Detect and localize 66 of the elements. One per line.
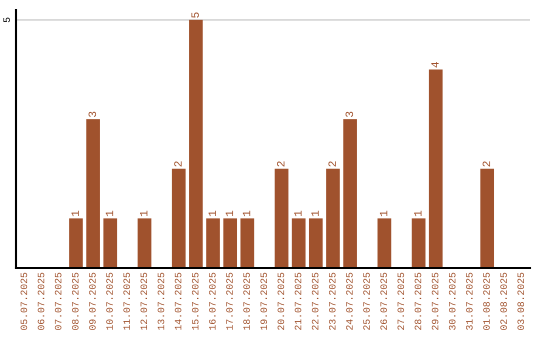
x-tick-label: 28.07.2025 bbox=[414, 272, 422, 330]
bar bbox=[103, 218, 118, 268]
data-label: 1 bbox=[311, 210, 319, 216]
bar bbox=[326, 168, 340, 268]
x-tick-label: 23.07.2025 bbox=[328, 272, 336, 330]
x-tick-label: 16.07.2025 bbox=[209, 272, 216, 330]
x-tick-label: 24.07.2025 bbox=[346, 272, 353, 330]
data-label: 1 bbox=[72, 210, 79, 216]
data-label: 2 bbox=[328, 161, 336, 166]
bar bbox=[292, 218, 306, 268]
data-label: 2 bbox=[174, 161, 182, 166]
bar bbox=[428, 70, 443, 268]
data-label: 2 bbox=[277, 161, 284, 166]
data-label: 5 bbox=[191, 12, 199, 18]
bar bbox=[480, 168, 494, 268]
bar bbox=[172, 168, 186, 268]
bar bbox=[189, 20, 203, 268]
x-tick-label: 19.07.2025 bbox=[260, 272, 268, 330]
x-tick-label: 22.07.2025 bbox=[312, 272, 318, 330]
data-label: 1 bbox=[242, 210, 250, 216]
data-label: 1 bbox=[208, 210, 216, 216]
data-label: 1 bbox=[106, 210, 114, 216]
x-tick-label: 30.07.2025 bbox=[448, 272, 456, 330]
x-tick-label: 15.07.2025 bbox=[192, 272, 199, 330]
x-tick-label: 27.07.2025 bbox=[398, 272, 404, 330]
bar bbox=[378, 218, 392, 268]
data-label: 2 bbox=[482, 161, 490, 166]
data-label: 1 bbox=[226, 210, 234, 216]
x-tick-label: 11.07.2025 bbox=[123, 272, 130, 330]
x-tick-label: 26.07.2025 bbox=[380, 272, 387, 330]
x-tick-label: 31.07.2025 bbox=[466, 272, 473, 330]
bar bbox=[138, 218, 152, 268]
x-tick-label: 05.07.2025 bbox=[20, 272, 28, 330]
data-label: 3 bbox=[346, 112, 354, 117]
x-tick-label: 09.07.2025 bbox=[89, 272, 96, 330]
x-tick-label: 03.08.2025 bbox=[517, 272, 524, 330]
bar bbox=[274, 168, 288, 268]
x-tick-label: 10.07.2025 bbox=[106, 272, 113, 330]
x-tick-label: 07.07.2025 bbox=[54, 272, 62, 330]
x-tick-label: 21.07.2025 bbox=[294, 272, 302, 330]
x-tick-label: 13.07.2025 bbox=[158, 272, 164, 330]
bar bbox=[240, 218, 254, 268]
x-tick-label: 14.07.2025 bbox=[174, 272, 182, 330]
x-tick-label: 12.07.2025 bbox=[140, 272, 148, 330]
x-tick-label: 06.07.2025 bbox=[38, 272, 44, 330]
data-label: 1 bbox=[140, 210, 148, 216]
bar bbox=[343, 119, 357, 268]
x-tick-label: 01.08.2025 bbox=[483, 272, 490, 330]
x-tick-label: 29.07.2025 bbox=[432, 272, 438, 330]
x-tick-label: 20.07.2025 bbox=[278, 272, 284, 330]
data-label: 3 bbox=[88, 112, 96, 117]
data-label: 1 bbox=[294, 210, 302, 216]
x-tick-label: 02.08.2025 bbox=[500, 272, 507, 330]
bar bbox=[223, 218, 238, 268]
data-label: 1 bbox=[380, 210, 388, 216]
x-tick-label: 08.07.2025 bbox=[72, 272, 79, 330]
data-label: 1 bbox=[414, 210, 422, 216]
x-tick-label: 25.07.2025 bbox=[363, 272, 370, 330]
bar bbox=[412, 218, 426, 268]
bar bbox=[206, 218, 220, 268]
x-tick-label: 18.07.2025 bbox=[243, 272, 250, 330]
bar bbox=[86, 119, 100, 268]
x-tick-label: 17.07.2025 bbox=[226, 272, 233, 330]
data-label: 4 bbox=[431, 62, 439, 68]
bar bbox=[308, 218, 323, 268]
bar bbox=[69, 218, 83, 268]
